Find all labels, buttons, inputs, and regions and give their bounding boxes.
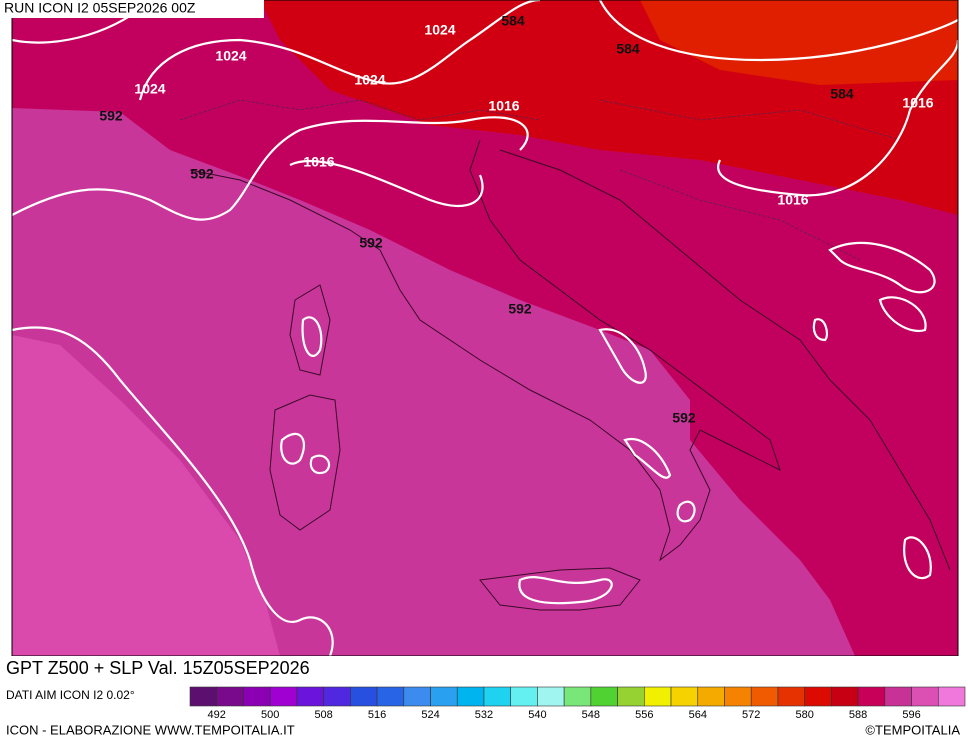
contour-label: 1016 [488,98,519,114]
colorbar-swatch [777,686,805,707]
contour-line [289,159,484,208]
contour-line [717,39,958,197]
contour-label: 584 [501,13,525,29]
coast-italy [189,139,781,562]
colorbar-swatch [323,686,351,707]
contour-labels: 1024 1024 1024 1024 584 584 584 592 592 592 592 592… [99,13,933,426]
colorbar-tick-label: 532 [475,709,493,721]
coastlines [179,99,951,611]
colorbar-tick-label: 516 [368,709,386,721]
colorbar-tick-label: 492 [208,709,226,721]
colorbar-swatch [483,686,511,707]
contour-line [518,576,613,605]
colorbar-swatch [537,686,565,707]
contour-line [138,0,541,101]
colorbar-swatch [269,686,298,707]
contour-line [812,241,936,580]
colorbar-swatch [670,686,699,707]
colorbar-tick-label: 508 [314,709,332,721]
coast-sicily [479,567,641,611]
colorbar-swatch [937,686,966,707]
colorbar-swatch [510,686,538,707]
colorbar: 492 500 508 516 524 532 540 548 556 564 572 580 588 5… [189,686,966,721]
contour-label: 1016 [303,154,334,170]
colorbar-swatch [216,686,244,707]
contour-label: 1016 [777,192,808,208]
contour-line [599,0,958,62]
colorbar-swatch [617,686,645,707]
colorbar-swatch [750,686,779,707]
contour-label: 592 [359,235,383,251]
colorbar-swatch [724,686,752,707]
contour-label: 1024 [215,48,246,64]
colorbar-tick-label: 588 [849,709,867,721]
colorbar-swatch [884,686,912,707]
contour-line [598,328,696,523]
colorbar-swatch [456,686,485,707]
colorbar-swatch [644,686,672,707]
colorbar-swatch [857,686,886,707]
coast-sardinia [269,394,341,531]
contour-label: 592 [99,108,123,124]
colorbar-swatch [243,686,271,707]
colorbar-swatch [911,686,939,707]
colorbar-swatch [697,686,725,707]
colorbar-swatch [296,686,324,707]
colorbar-swatch [590,686,618,707]
colorbar-swatch [403,686,431,707]
colorbar-swatch [350,686,378,707]
contour-label: 1024 [134,81,165,97]
field-orange [640,0,958,85]
borders [179,99,901,261]
colorbar-tick-label: 540 [528,709,546,721]
colorbar-swatch [376,686,405,707]
colorbar-tick-label: 500 [261,709,279,721]
contour-label: 1016 [902,95,933,111]
credit-label: ICON - ELABORAZIONE WWW.TEMPOITALIA.IT [6,722,295,737]
contour-label: 584 [616,41,640,57]
colorbar-tick-label: 596 [902,709,920,721]
contour-line [301,316,323,357]
colorbar-tick-label: 572 [742,709,760,721]
colorbar-swatch [804,686,832,707]
colorbar-tick-label: 524 [421,709,439,721]
coast-corsica [289,284,331,376]
coast-balkan [499,149,951,571]
title-box [0,656,414,684]
contour-label: 1024 [354,72,385,88]
contour-label: 1024 [424,22,455,38]
colorbar-swatch [189,686,218,707]
colorbar-swatch [430,686,458,707]
contour-line [12,116,529,221]
colorbar-tick-label: 580 [795,709,813,721]
colorbar-swatch [563,686,592,707]
map: 1024 1024 1024 1024 584 584 584 592 592 592 592 592… [12,0,958,656]
contour-label: 592 [672,410,696,426]
colorbar-tick-label: 556 [635,709,653,721]
colorbar-tick-label: 564 [689,709,707,721]
run-box [0,0,264,18]
contour-label: 592 [190,166,214,182]
colorbar-tick-label: 548 [582,709,600,721]
source-label: DATI AIM ICON I2 0.02° [6,688,135,702]
contour-label: 584 [830,86,854,102]
map-title: GPT Z500 + SLP Val. 15Z05SEP2026 [6,658,310,678]
contour-line [280,432,331,475]
contour-label: 592 [508,301,532,317]
contour-line [12,326,334,656]
run-label: RUN ICON I2 05SEP2026 00Z [4,0,196,16]
colorbar-swatch [831,686,859,707]
copyright-label: ©TEMPOITALIA [865,722,960,737]
